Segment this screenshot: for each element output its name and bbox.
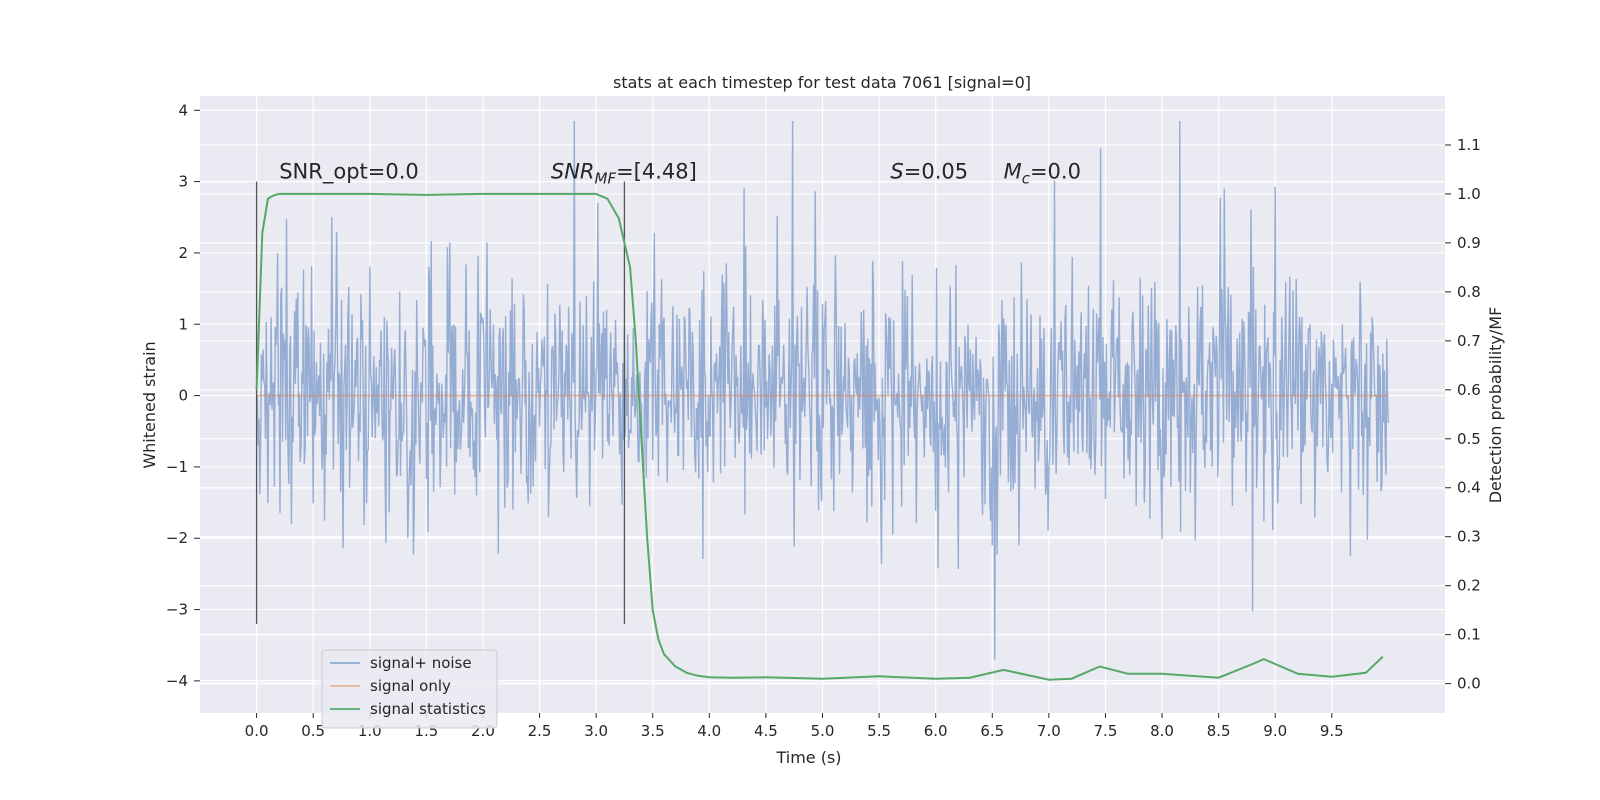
x-tick-label: 6.0: [924, 722, 948, 740]
right-y-axis-ticks: 1.1 1.0 0.9 0.8 0.7 0.6 0.5 0.4 0.3 0.2 0.1 0.0: [1445, 136, 1481, 693]
y-tick-label: −1: [166, 458, 188, 476]
right-y-tick-label: 0.0: [1457, 675, 1481, 693]
right-y-tick-label: 0.5: [1457, 430, 1481, 448]
y-tick-label: 4: [178, 101, 188, 119]
vertical-markers: [255, 181, 626, 624]
x-tick-label: 4.0: [697, 722, 721, 740]
right-y-tick-label: 0.8: [1457, 283, 1481, 301]
right-y-tick-label: 1.0: [1457, 185, 1481, 203]
x-tick-label: 5.0: [811, 722, 835, 740]
x-tick-label: 4.5: [754, 722, 778, 740]
right-y-tick-label: 0.4: [1457, 479, 1481, 497]
chart-title: stats at each timestep for test data 706…: [613, 73, 1031, 92]
annotation-4: Mc=0.0: [1004, 160, 1081, 188]
annotations: SNR_opt=0.0 SNRMF=[4.48] S=0.05 Mc=0.0: [279, 160, 1081, 188]
y-axis-label: Whitened strain: [140, 341, 159, 468]
x-tick-label: 7.0: [1037, 722, 1061, 740]
x-tick-label: 6.5: [980, 722, 1004, 740]
legend-box: [321, 649, 498, 729]
x-tick-label: 5.5: [867, 722, 891, 740]
y-tick-label: 2: [178, 244, 188, 262]
right-y-tick-label: 0.2: [1457, 577, 1481, 595]
right-y-tick-label: 0.7: [1457, 332, 1481, 350]
x-tick-label: 8.5: [1207, 722, 1231, 740]
x-tick-label: 9.0: [1263, 722, 1287, 740]
legend-label-signal: signal only: [370, 677, 451, 695]
legend: signal+ noise signal only signal statist…: [321, 649, 498, 729]
right-y-tick-label: 0.1: [1457, 626, 1481, 644]
noise-trace: [256, 120, 1390, 660]
x-tick-label: 0.5: [301, 722, 325, 740]
right-y-tick-label: 0.9: [1457, 234, 1481, 252]
annotation-2: SNRMF=[4.48]: [551, 160, 697, 188]
signal-statistics-line: [255, 192, 1384, 681]
x-tick-label: 8.0: [1150, 722, 1174, 740]
legend-label-stats: signal statistics: [370, 700, 486, 718]
right-y-tick-label: 0.3: [1457, 528, 1481, 546]
x-tick-label: 2.5: [528, 722, 552, 740]
right-y-tick-label: 1.1: [1457, 136, 1481, 154]
y-tick-label: −4: [166, 672, 188, 690]
annotation-1: SNR_opt=0.0: [279, 160, 419, 185]
y-tick-label: 0: [178, 387, 188, 405]
right-y-tick-label: 0.6: [1457, 381, 1481, 399]
x-tick-label: 7.5: [1094, 722, 1118, 740]
y-axis-ticks: 4 3 2 1 0 −1 −2 −3 −4: [166, 101, 200, 690]
x-tick-label: 3.0: [584, 722, 608, 740]
legend-label-noise: signal+ noise: [370, 654, 472, 672]
y-tick-label: −2: [166, 529, 188, 547]
signal-noise-series: [256, 120, 1390, 660]
x-tick-label: 0.0: [245, 722, 269, 740]
x-axis-label: Time (s): [775, 748, 841, 767]
y-tick-label: 1: [178, 315, 188, 333]
y-tick-label: −3: [166, 601, 188, 619]
x-tick-label: 3.5: [641, 722, 665, 740]
x-tick-label: 9.5: [1320, 722, 1344, 740]
annotation-3: S=0.05: [890, 160, 968, 184]
y-tick-label: 3: [178, 173, 188, 191]
right-y-axis-label: Detection probability/MF: [1486, 307, 1505, 504]
signal-statistics-series: [255, 192, 1384, 681]
